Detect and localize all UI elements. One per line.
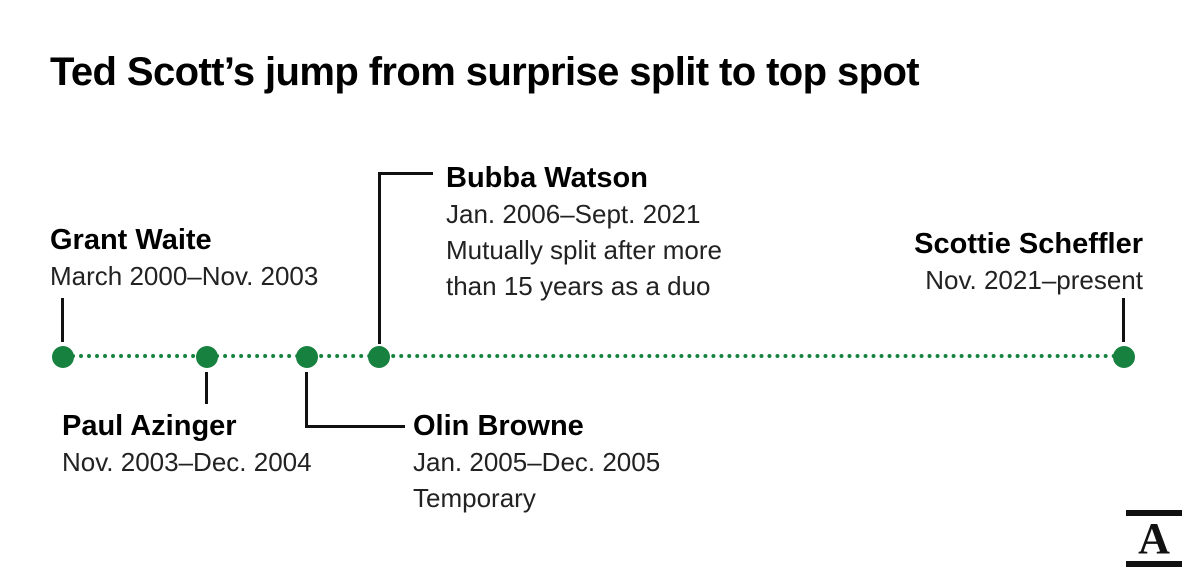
event-name: Olin Browne	[413, 410, 584, 442]
connector-bubba-watson-vertical	[378, 172, 381, 344]
connector-olin-browne-vertical	[305, 372, 308, 428]
timeline-dot-bubba-watson	[368, 346, 390, 368]
event-name: Grant Waite	[50, 224, 212, 256]
event-dates: Jan. 2006–Sept. 2021	[446, 199, 701, 229]
event-name: Scottie Scheffler	[914, 228, 1143, 260]
connector-grant-waite	[61, 298, 64, 342]
event-note: Temporary	[413, 483, 536, 513]
timeline-dot-paul-azinger	[196, 346, 218, 368]
timeline-dot-olin-browne	[296, 346, 318, 368]
connector-olin-browne-horizontal	[305, 425, 405, 428]
logo-letter: A	[1138, 514, 1170, 563]
event-bubba-watson: Bubba Watson Jan. 2006–Sept. 2021 Mutual…	[446, 160, 776, 304]
connector-bubba-watson-horizontal	[378, 172, 433, 175]
the-athletic-logo: A	[1126, 510, 1182, 567]
timeline-dot-scottie-scheffler	[1113, 346, 1135, 368]
event-note: Mutually split after more than 15 years …	[446, 235, 722, 301]
event-dates: Jan. 2005–Dec. 2005	[413, 447, 661, 477]
timeline-line	[63, 354, 1125, 358]
event-paul-azinger: Paul Azinger Nov. 2003–Dec. 2004	[62, 408, 312, 480]
connector-paul-azinger	[205, 372, 208, 404]
event-name: Paul Azinger	[62, 410, 237, 442]
connector-scottie-scheffler	[1122, 298, 1125, 342]
page-title: Ted Scott’s jump from surprise split to …	[50, 50, 920, 94]
event-scottie-scheffler: Scottie Scheffler Nov. 2021–present	[914, 226, 1143, 298]
event-dates: Nov. 2003–Dec. 2004	[62, 447, 312, 477]
event-dates: March 2000–Nov. 2003	[50, 261, 319, 291]
timeline-dot-grant-waite	[52, 346, 74, 368]
event-olin-browne: Olin Browne Jan. 2005–Dec. 2005 Temporar…	[413, 408, 660, 516]
event-name: Bubba Watson	[446, 162, 648, 194]
event-grant-waite: Grant Waite March 2000–Nov. 2003	[50, 222, 318, 294]
event-dates: Nov. 2021–present	[925, 265, 1143, 295]
